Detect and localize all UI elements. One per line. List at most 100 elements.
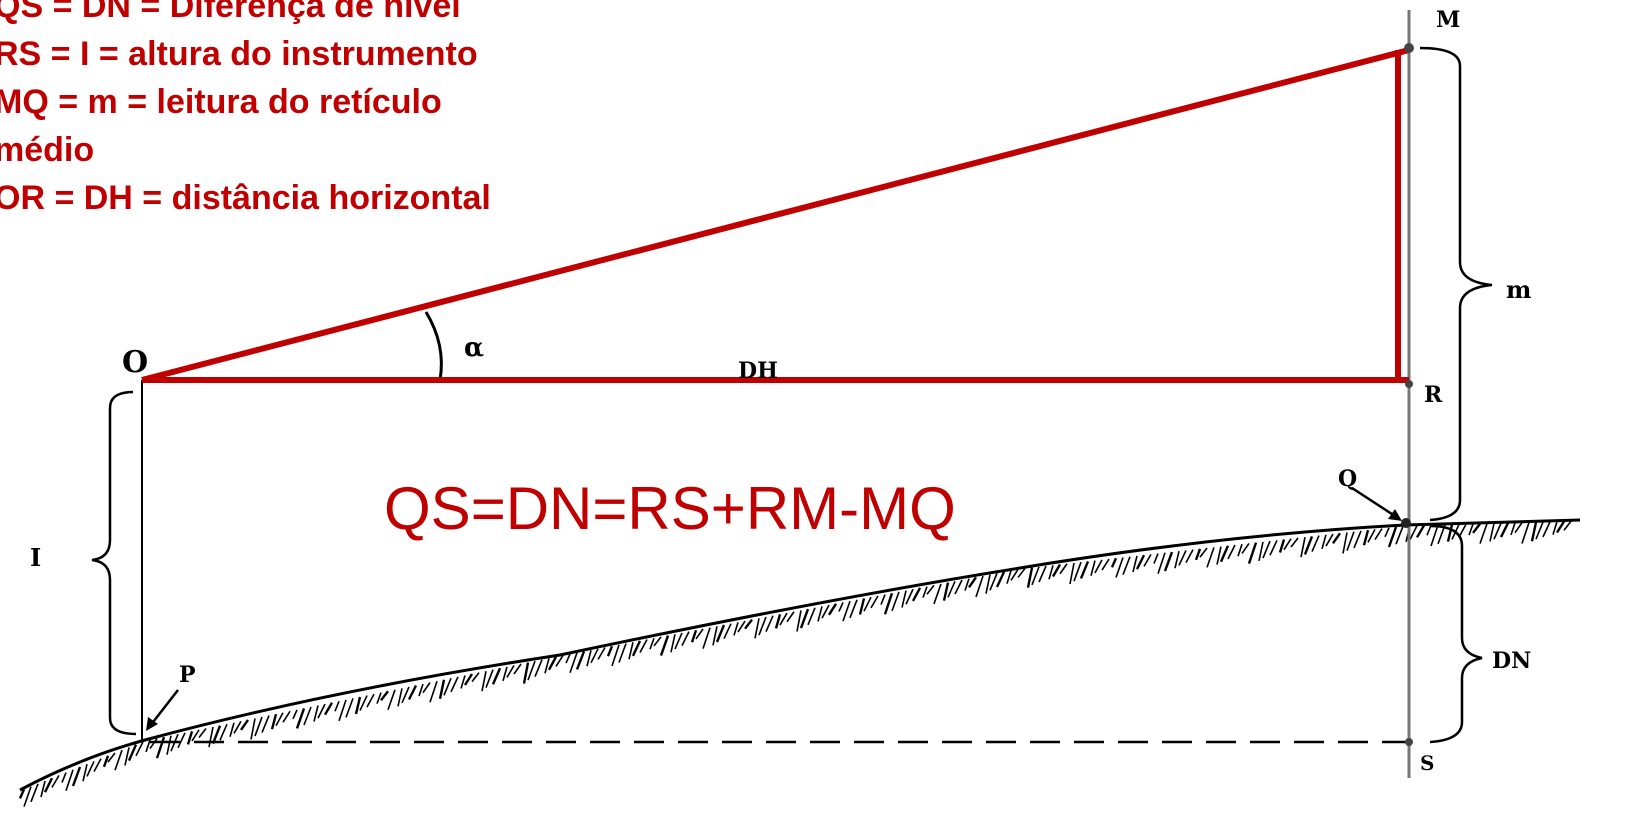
hatch-stroke xyxy=(628,642,634,660)
hatch-stroke xyxy=(1283,538,1292,551)
hatch-stroke xyxy=(1094,559,1103,574)
hatch-stroke xyxy=(870,595,879,609)
hatch-stroke xyxy=(359,695,368,711)
hatch-stroke xyxy=(968,576,977,589)
hatch-stroke xyxy=(1241,542,1250,554)
hatch-stroke xyxy=(849,599,858,619)
hatch-stroke xyxy=(1514,522,1523,534)
p-arrowhead xyxy=(146,717,158,731)
hatch-stroke xyxy=(1521,522,1530,544)
hatch-stroke xyxy=(1303,535,1314,555)
hatch-stroke xyxy=(61,772,67,783)
hatch-stroke xyxy=(380,690,389,701)
point-M-marker xyxy=(1404,43,1414,53)
hatch-stroke xyxy=(989,573,998,591)
hatch-stroke xyxy=(1194,548,1202,561)
hatch-stroke xyxy=(191,729,200,742)
ground-hatching xyxy=(18,520,1572,807)
hatch-stroke xyxy=(555,655,564,667)
hatch-stroke xyxy=(653,636,662,647)
hatch-stroke xyxy=(491,667,502,685)
hatch-stroke xyxy=(715,624,726,643)
hatch-stroke xyxy=(418,683,424,697)
hatch-stroke xyxy=(1031,566,1040,586)
point-Q-marker xyxy=(1401,518,1411,528)
hatch-stroke xyxy=(1079,560,1090,579)
hatch-stroke xyxy=(275,712,284,727)
hatch-stroke xyxy=(40,780,46,798)
hatch-stroke xyxy=(240,719,249,731)
hatch-stroke xyxy=(1387,526,1398,548)
hatch-stroke xyxy=(250,718,256,740)
hatch-stroke xyxy=(30,783,39,803)
hatch-stroke xyxy=(1290,537,1299,548)
hatch-stroke xyxy=(922,586,928,598)
hatch-stroke xyxy=(429,680,438,703)
hatch-stroke xyxy=(737,620,746,633)
hatch-stroke xyxy=(407,684,418,701)
hatch-stroke xyxy=(1384,527,1390,538)
hatch-stroke xyxy=(1178,550,1187,566)
hatch-stroke xyxy=(481,670,487,692)
hatch-stroke xyxy=(1132,555,1138,573)
hatch-stroke xyxy=(86,761,95,777)
hatch-stroke xyxy=(1530,522,1538,542)
legend-line-medio: médio xyxy=(0,131,95,169)
hatch-stroke xyxy=(422,682,431,694)
hatch-stroke xyxy=(513,663,522,675)
label-I: I xyxy=(30,543,41,572)
label-m: m xyxy=(1506,275,1531,304)
hatch-stroke xyxy=(463,673,474,686)
hatch-stroke xyxy=(114,749,123,771)
hatch-stroke xyxy=(590,648,599,664)
hatch-stroke xyxy=(1051,563,1062,578)
hatch-stroke xyxy=(911,587,922,602)
hatch-stroke xyxy=(127,744,138,762)
hatch-stroke xyxy=(883,592,894,615)
hatch-stroke xyxy=(397,688,403,707)
hatch-stroke xyxy=(1346,531,1355,551)
hatch-stroke xyxy=(985,574,991,594)
hatch-stroke xyxy=(1227,544,1236,560)
hatch-stroke xyxy=(796,610,802,632)
hatch-stroke xyxy=(631,640,642,657)
hatch-stroke xyxy=(1269,539,1278,556)
hatch-stroke xyxy=(569,652,578,674)
hatch-stroke xyxy=(1157,552,1166,575)
hatch-stroke xyxy=(1247,542,1258,565)
legend-definitions: QS = DN = Diferença de nível RS = I = al… xyxy=(0,0,491,222)
brace-m xyxy=(1419,46,1493,522)
hatch-stroke xyxy=(597,647,606,660)
hatch-stroke xyxy=(942,582,950,601)
hatch-stroke xyxy=(1489,523,1495,542)
hatch-stroke xyxy=(155,736,166,759)
hatch-stroke xyxy=(733,622,739,636)
hatch-stroke xyxy=(124,747,130,766)
label-O: O xyxy=(122,345,148,380)
hatch-stroke xyxy=(93,758,102,772)
hatch-stroke xyxy=(376,692,382,704)
hatch-stroke xyxy=(1535,521,1544,540)
point-S-marker xyxy=(1405,738,1413,746)
hatch-stroke xyxy=(317,703,326,719)
hatch-stroke xyxy=(1499,522,1510,538)
label-DH: DH xyxy=(738,358,778,384)
hatch-stroke xyxy=(926,584,935,595)
hatch-stroke xyxy=(954,579,963,595)
hatch-stroke xyxy=(186,731,194,745)
hatch-stroke xyxy=(901,590,907,608)
hatch-stroke xyxy=(1510,522,1516,536)
hatch-stroke xyxy=(1069,562,1075,585)
ground-line xyxy=(19,518,1581,792)
hatch-stroke xyxy=(821,604,830,619)
hatch-stroke xyxy=(282,710,291,723)
hatch-stroke xyxy=(1115,557,1124,578)
hatch-stroke xyxy=(1143,553,1152,567)
hatch-stroke xyxy=(975,575,984,598)
hatch-stroke xyxy=(1206,547,1215,568)
hatch-stroke xyxy=(303,706,312,726)
hatch-stroke xyxy=(1563,520,1572,531)
hatch-stroke xyxy=(254,716,263,737)
hatch-stroke xyxy=(1311,535,1320,552)
hatch-stroke xyxy=(1321,534,1327,550)
